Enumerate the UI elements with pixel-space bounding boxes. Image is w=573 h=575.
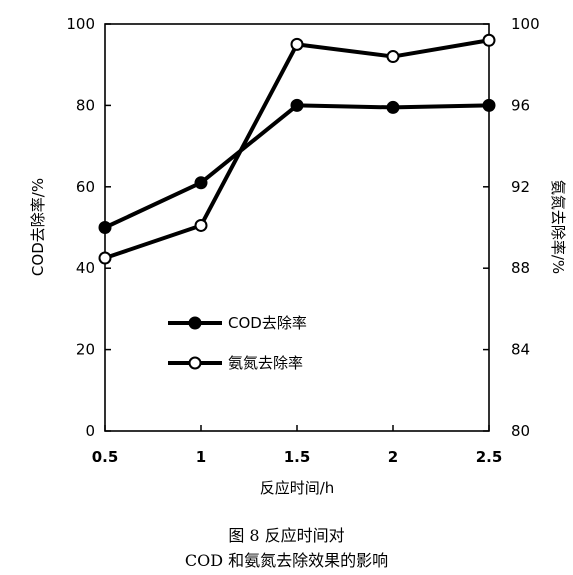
legend-marker-cod	[188, 316, 202, 330]
figure-caption-line1: 图 8 反应时间对	[228, 526, 345, 545]
right-axis-title: 氨氮去除率/%	[549, 180, 567, 274]
left-tick-label: 100	[66, 15, 95, 33]
x-axis-ticks: 0.5 1 1.5 2 2.5	[92, 425, 503, 466]
left-tick-label: 40	[76, 259, 95, 277]
legend-marker-ammonia	[188, 356, 202, 370]
x-tick-label: 0.5	[92, 448, 119, 466]
data-point-ammonia	[194, 218, 208, 232]
right-tick-label: 84	[511, 341, 530, 359]
series-layer	[98, 33, 496, 265]
data-point-cod	[98, 221, 112, 234]
right-tick-label: 92	[511, 178, 530, 196]
left-tick-label: 60	[76, 178, 95, 196]
x-tick-label: 1	[196, 448, 206, 466]
right-tick-label: 96	[511, 96, 530, 114]
right-tick-label: 100	[511, 15, 540, 33]
data-point-cod	[386, 100, 400, 114]
left-tick-label: 20	[76, 341, 95, 359]
right-axis-ticks: 80 84 88 92 96 100	[483, 15, 540, 440]
data-point-cod	[194, 176, 208, 190]
data-point-cod	[482, 98, 496, 112]
right-tick-label: 80	[511, 422, 530, 440]
figure-caption-line2: COD 和氨氮去除效果的影响	[184, 551, 389, 570]
left-tick-label: 0	[85, 422, 95, 440]
data-point-ammonia	[386, 50, 400, 64]
right-tick-label: 88	[511, 259, 530, 277]
x-tick-label: 1.5	[284, 448, 311, 466]
data-point-cod	[290, 98, 304, 112]
legend-label-cod: COD去除率	[228, 314, 307, 332]
data-point-ammonia	[98, 251, 112, 265]
series-line-cod	[104, 103, 490, 230]
left-axis-title: COD去除率/%	[29, 178, 47, 276]
x-tick-label: 2	[388, 448, 398, 466]
left-axis-ticks: 0 20 40 60 80 100	[66, 15, 111, 440]
legend: COD去除率 氨氮去除率	[168, 314, 307, 372]
data-point-ammonia	[290, 37, 304, 51]
data-point-ammonia	[482, 33, 496, 47]
chart-area: 0 20 40 60 80 100 80 84 88 92 96 100 0.5 1 1.5 2 2.5 反…	[29, 15, 567, 497]
x-tick-label: 2.5	[476, 448, 503, 466]
legend-label-ammonia: 氨氮去除率	[228, 354, 303, 372]
x-axis-title: 反应时间/h	[260, 479, 335, 497]
series-line-ammonia	[104, 38, 490, 260]
left-tick-label: 80	[76, 96, 95, 114]
